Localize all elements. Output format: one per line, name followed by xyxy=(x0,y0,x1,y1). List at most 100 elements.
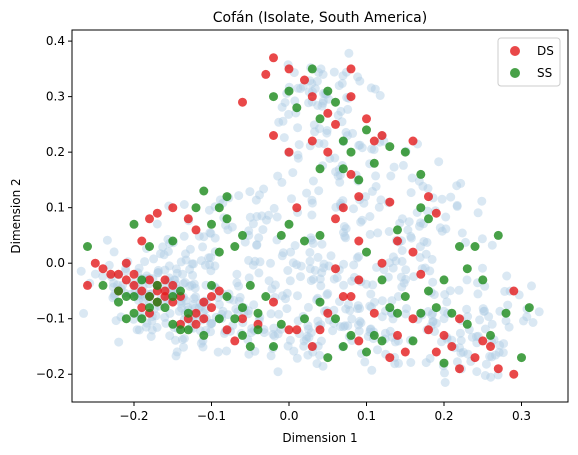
background-point xyxy=(310,265,320,275)
point-ss xyxy=(129,292,139,301)
background-point xyxy=(368,280,378,290)
background-point xyxy=(303,321,313,331)
background-point xyxy=(313,101,323,110)
background-point xyxy=(463,349,473,359)
background-point xyxy=(285,335,295,345)
background-point xyxy=(199,232,209,242)
background-point xyxy=(303,350,313,360)
background-point xyxy=(266,351,276,361)
y-axis: −0.2 −0.1 0.0 0.1 0.2 0.3 0.4 xyxy=(36,34,72,381)
background-point xyxy=(330,153,340,163)
background-point xyxy=(172,347,182,357)
point-ss xyxy=(315,164,325,174)
background-point xyxy=(322,126,332,135)
point-ss xyxy=(400,292,410,301)
background-point xyxy=(422,237,432,247)
background-point xyxy=(109,278,119,288)
background-point xyxy=(254,233,264,243)
y-tick-label: 0.3 xyxy=(46,90,65,104)
point-ss xyxy=(152,297,162,307)
point-ds xyxy=(199,297,209,307)
point-ss xyxy=(83,242,92,251)
background-point xyxy=(473,289,483,299)
point-ss xyxy=(230,242,240,251)
background-point xyxy=(177,303,187,313)
point-ds xyxy=(354,236,364,246)
background-point xyxy=(171,335,180,345)
background-point xyxy=(397,246,407,255)
point-ds xyxy=(160,275,170,285)
point-ds xyxy=(137,303,147,313)
point-ds xyxy=(292,203,302,213)
background-point xyxy=(456,336,466,345)
background-point xyxy=(428,277,438,287)
background-point xyxy=(480,324,490,334)
background-point xyxy=(376,195,386,205)
background-point xyxy=(312,76,322,86)
background-point xyxy=(206,266,216,276)
background-point xyxy=(356,217,366,227)
point-ss xyxy=(315,114,325,124)
point-ss xyxy=(369,330,379,340)
background-point xyxy=(348,128,358,138)
point-ss xyxy=(176,325,185,335)
background-point xyxy=(427,310,437,320)
background-point xyxy=(319,139,329,149)
background-point xyxy=(333,171,343,181)
background-point xyxy=(179,342,188,352)
background-point xyxy=(179,200,189,209)
point-ds xyxy=(90,258,100,268)
background-point xyxy=(337,78,347,88)
point-ss xyxy=(338,342,348,351)
point-ss xyxy=(253,325,263,335)
point-ss xyxy=(439,358,449,368)
point-ds xyxy=(269,297,278,307)
background-point xyxy=(407,173,417,183)
background-point xyxy=(339,280,349,290)
background-point xyxy=(160,265,170,275)
x-axis-title: Dimension 1 xyxy=(282,431,357,445)
x-tick-label: 0.0 xyxy=(279,409,298,423)
point-ss xyxy=(377,336,387,346)
point-ds xyxy=(261,69,271,79)
point-ss xyxy=(292,103,302,113)
point-ss xyxy=(137,314,147,324)
background-point xyxy=(273,367,283,377)
x-tick-label: 0.2 xyxy=(434,409,453,423)
background-point xyxy=(222,346,231,356)
background-point xyxy=(380,328,390,338)
point-ds xyxy=(338,292,348,301)
background-point xyxy=(318,98,328,108)
background-point xyxy=(174,306,184,316)
point-ss xyxy=(238,330,247,340)
background-point xyxy=(307,235,316,245)
background-point xyxy=(171,264,181,274)
point-ds xyxy=(369,308,379,318)
background-point xyxy=(406,233,416,243)
background-point xyxy=(452,201,462,211)
background-point xyxy=(345,306,355,315)
point-ds xyxy=(137,236,147,246)
background-point xyxy=(452,181,462,191)
point-ds xyxy=(137,286,147,296)
background-point xyxy=(109,247,119,257)
background-point xyxy=(340,321,350,331)
background-point xyxy=(277,177,287,187)
background-point xyxy=(191,292,201,302)
background-point xyxy=(478,263,487,273)
background-point xyxy=(244,349,254,359)
background-point xyxy=(187,280,197,290)
background-point xyxy=(248,260,258,270)
background-point xyxy=(146,332,156,341)
background-point xyxy=(303,302,313,312)
background-point xyxy=(190,283,200,293)
point-ds xyxy=(331,214,340,224)
point-ds xyxy=(439,330,449,340)
point-ss xyxy=(385,142,395,152)
background-point xyxy=(296,261,306,271)
point-ss xyxy=(462,319,472,329)
point-ss xyxy=(393,308,402,318)
point-ds xyxy=(393,236,402,246)
point-ss xyxy=(145,292,154,301)
background-point xyxy=(289,346,299,356)
